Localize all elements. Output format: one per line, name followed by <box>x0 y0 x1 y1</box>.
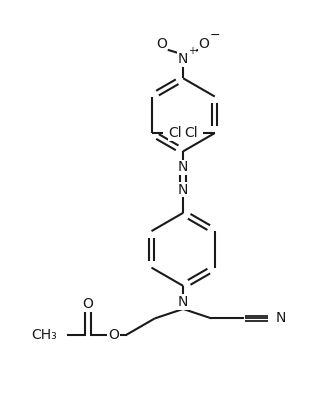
Text: Cl: Cl <box>184 126 198 140</box>
Text: N: N <box>276 311 286 325</box>
Text: O: O <box>156 37 167 51</box>
Text: −: − <box>209 29 220 42</box>
Text: N: N <box>178 161 188 174</box>
Text: N: N <box>178 183 188 197</box>
Text: O: O <box>108 328 119 342</box>
Text: N: N <box>178 52 188 66</box>
Text: O: O <box>199 37 209 51</box>
Text: O: O <box>83 297 94 311</box>
Text: CH₃: CH₃ <box>31 328 57 342</box>
Text: +: + <box>188 46 196 56</box>
Text: N: N <box>178 295 188 309</box>
Text: Cl: Cl <box>168 126 182 140</box>
